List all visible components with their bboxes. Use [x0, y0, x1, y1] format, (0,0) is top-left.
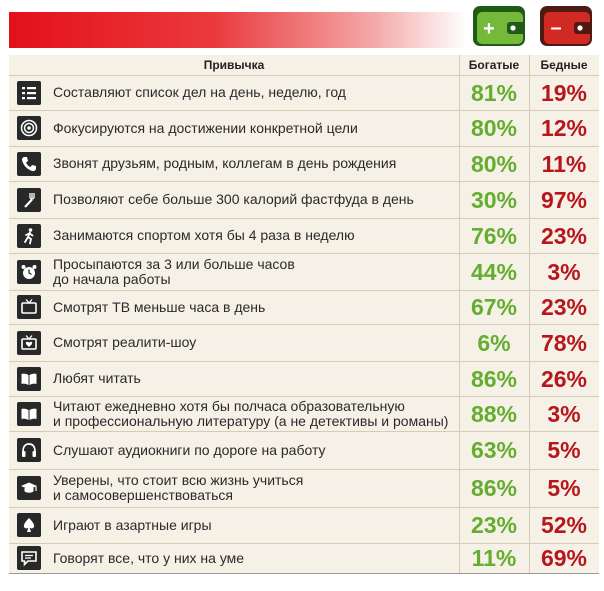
row-divider [9, 253, 599, 254]
habits-table: Привычка Богатые Бедные Составляют списо… [9, 55, 599, 573]
table-row: Играют в азартные игры 23% 52% [9, 507, 599, 543]
row-divider [9, 75, 599, 76]
speech-bubble-icon [17, 546, 41, 570]
habit-label: Составляют список дел на день, неделю, г… [53, 84, 346, 100]
book-icon [17, 367, 41, 391]
table-row: Фокусируются на достижении конкретной це… [9, 110, 599, 146]
habit-label: Смотрят реалити-шоу [53, 334, 197, 350]
wallet-minus-icon: – [540, 6, 592, 46]
row-divider [9, 396, 599, 397]
row-divider [9, 361, 599, 362]
habit-label: Уверены, что стоит всю жизнь учиться и с… [53, 472, 304, 503]
graduation-cap-icon [17, 476, 41, 500]
poor-percent: 23% [540, 223, 588, 249]
habit-label: Позволяют себе больше 300 калорий фастфу… [53, 191, 414, 207]
row-divider [9, 469, 599, 470]
table-row: Занимаются спортом хотя бы 4 раза в неде… [9, 218, 599, 253]
row-divider [9, 431, 599, 432]
table-row: Уверены, что стоит всю жизнь учиться и с… [9, 469, 599, 507]
row-divider [9, 290, 599, 291]
rich-percent: 63% [470, 437, 518, 463]
headphones-icon [17, 438, 41, 462]
row-divider [9, 110, 599, 111]
poor-percent: 26% [540, 366, 588, 392]
poor-percent: 11% [541, 151, 587, 177]
rich-percent: 30% [470, 187, 518, 213]
row-divider [9, 181, 599, 182]
poor-percent: 3% [547, 259, 581, 285]
poor-percent: 23% [540, 294, 588, 320]
table-row: Позволяют себе больше 300 калорий фастфу… [9, 181, 599, 218]
table-row: Звонят друзьям, родным, коллегам в день … [9, 146, 599, 181]
habit-label: Любят читать [53, 370, 141, 386]
bottom-rule [9, 573, 599, 574]
habit-label: Просыпаются за 3 или больше часов до нач… [53, 256, 295, 287]
svg-text:–: – [550, 17, 561, 39]
rich-percent: 80% [470, 115, 518, 141]
poor-percent: 69% [540, 545, 588, 571]
rich-percent: 88% [470, 401, 518, 427]
column-header-habit: Привычка [203, 58, 265, 72]
poor-percent: 78% [540, 330, 588, 356]
table-row: Смотрят ТВ меньше часа в день 67% 23% [9, 290, 599, 324]
svg-text:+: + [483, 18, 495, 40]
habit-label: Смотрят ТВ меньше часа в день [53, 299, 266, 315]
habit-label: Слушают аудиокниги по дороге на работу [53, 442, 326, 458]
rich-percent: 6% [477, 330, 511, 356]
rich-percent: 67% [470, 294, 518, 320]
row-divider [9, 218, 599, 219]
rich-percent: 80% [470, 151, 518, 177]
habit-label: Читают ежедневно хотя бы полчаса образов… [53, 398, 449, 429]
table-row: Слушают аудиокниги по дороге на работу 63… [9, 431, 599, 469]
wallet-plus-icon: + [473, 6, 525, 46]
rich-percent: 44% [470, 259, 518, 285]
rich-percent: 76% [470, 223, 518, 249]
poor-percent: 5% [547, 475, 581, 501]
runner-icon [17, 224, 41, 248]
row-divider [9, 543, 599, 544]
poor-percent: 5% [547, 437, 581, 463]
table-row: Читают ежедневно хотя бы полчаса образов… [9, 396, 599, 431]
row-divider [9, 146, 599, 147]
habit-label: Занимаются спортом хотя бы 4 раза в неде… [53, 227, 355, 243]
table-row: Составляют список дел на день, неделю, г… [9, 75, 599, 110]
habit-label: Фокусируются на достижении конкретной це… [53, 120, 358, 136]
column-header-poor: Бедные [540, 58, 588, 72]
habit-label: Играют в азартные игры [53, 517, 212, 533]
rich-percent: 86% [470, 366, 518, 392]
rich-percent: 81% [470, 80, 518, 106]
column-divider [529, 55, 530, 573]
table-row: Просыпаются за 3 или больше часов до нач… [9, 253, 599, 290]
poor-percent: 97% [540, 187, 588, 213]
poor-percent: 3% [547, 401, 581, 427]
target-icon [17, 116, 41, 140]
fork-icon [17, 188, 41, 212]
spade-icon [17, 513, 41, 537]
table-row: Говорят все, что у них на уме 11% 69% [9, 543, 599, 573]
alarm-clock-icon [17, 260, 41, 284]
row-divider [9, 507, 599, 508]
phone-icon [17, 152, 41, 176]
poor-percent: 19% [540, 80, 588, 106]
tv-icon [17, 295, 41, 319]
table-row: Смотрят реалити-шоу 6% 78% [9, 324, 599, 361]
poor-percent: 52% [540, 512, 588, 538]
rich-percent: 86% [470, 475, 518, 501]
habit-label: Звонят друзьям, родным, коллегам в день … [53, 155, 397, 171]
rich-percent: 23% [470, 512, 518, 538]
tv-heart-icon [17, 331, 41, 355]
book-icon [17, 402, 41, 426]
header-banner [9, 12, 467, 48]
column-header-rich: Богатые [468, 58, 520, 72]
list-icon [17, 81, 41, 105]
poor-percent: 12% [540, 115, 588, 141]
table-row: Любят читать 86% 26% [9, 361, 599, 396]
rich-percent: 11% [471, 545, 517, 571]
column-divider [459, 55, 460, 573]
habit-label: Говорят все, что у них на уме [53, 550, 245, 566]
row-divider [9, 324, 599, 325]
